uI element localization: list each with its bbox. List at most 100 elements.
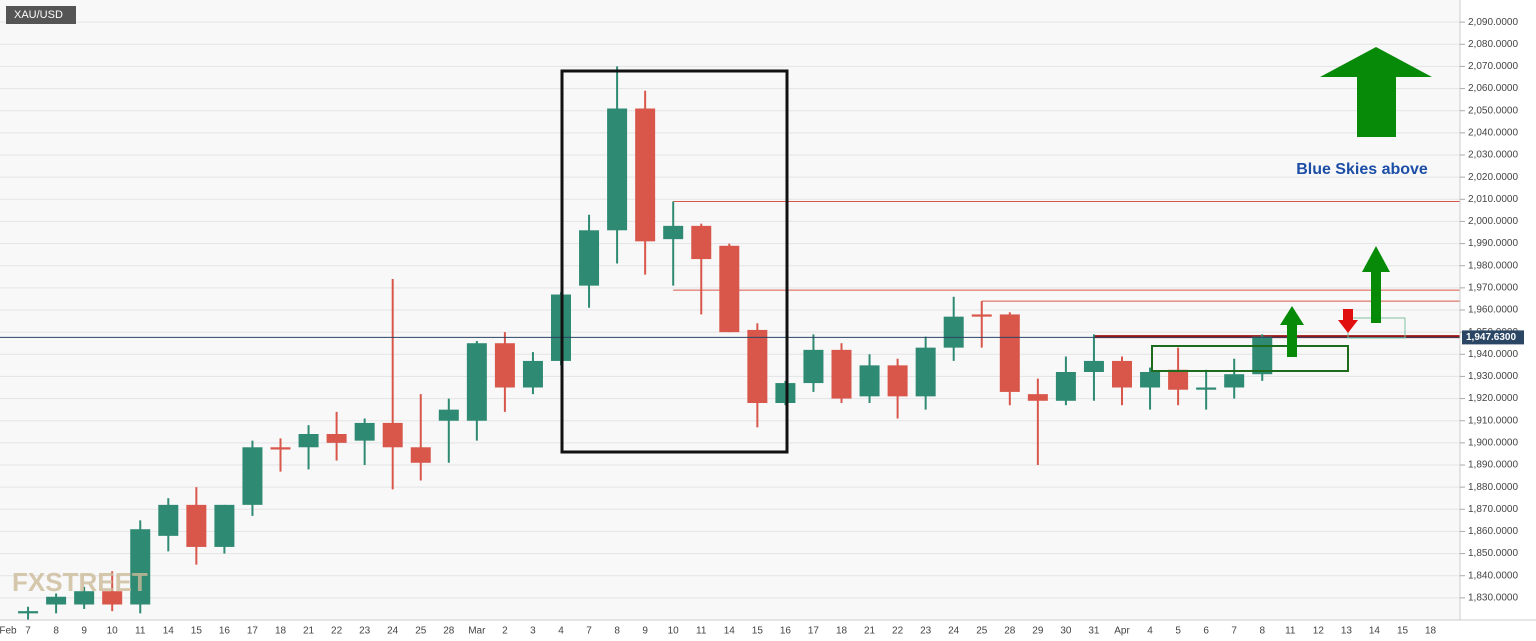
- candle-body: [803, 349, 824, 384]
- candle-body: [999, 314, 1020, 392]
- x-tick-label: 25: [415, 626, 427, 637]
- last-price-badge: [1462, 330, 1524, 345]
- y-tick-label: 2,000.0000: [1468, 216, 1518, 227]
- y-tick-label: 1,970.0000: [1468, 282, 1518, 293]
- candle-body: [859, 365, 880, 397]
- candle-body: [382, 422, 403, 448]
- x-tick-label: 18: [1425, 626, 1437, 637]
- candle-body: [186, 504, 207, 547]
- candle-body: [1252, 336, 1273, 375]
- y-tick-label: 1,990.0000: [1468, 238, 1518, 249]
- x-tick-label: 15: [752, 626, 764, 637]
- y-tick-label: 2,050.0000: [1468, 105, 1518, 116]
- y-tick-label: 2,030.0000: [1468, 150, 1518, 161]
- x-tick-label: 31: [1088, 626, 1100, 637]
- candle-body: [607, 108, 628, 231]
- x-tick-label: 29: [1032, 626, 1044, 637]
- candle-body: [298, 434, 319, 448]
- candle-body: [691, 225, 712, 260]
- candle-body: [747, 329, 768, 403]
- x-tick-label: 4: [558, 626, 564, 637]
- x-tick-label: 14: [1369, 626, 1381, 637]
- candle-body: [326, 434, 347, 443]
- x-tick-label: 18: [275, 626, 287, 637]
- x-tick-label: 5: [1175, 626, 1181, 637]
- x-tick-label: 9: [81, 626, 87, 637]
- candle-body: [1112, 360, 1132, 388]
- symbol-badge: [6, 6, 76, 24]
- highlight-box: [560, 69, 789, 454]
- y-tick-label: 2,070.0000: [1468, 61, 1518, 72]
- candle-body: [494, 343, 515, 388]
- x-tick-label: 3: [530, 626, 536, 637]
- x-tick-label: 16: [780, 626, 792, 637]
- candle-body: [270, 447, 291, 450]
- candle-body: [18, 611, 39, 614]
- annotation: Blue Skies above: [1296, 161, 1428, 178]
- arrow-down: [1338, 309, 1358, 333]
- candle-body: [635, 108, 656, 242]
- x-tick-label: 10: [668, 626, 680, 637]
- candle-body: [74, 591, 95, 605]
- x-tick-label: 24: [948, 626, 960, 637]
- x-tick-label: 2: [502, 626, 508, 637]
- x-tick-label: 8: [1259, 626, 1265, 637]
- y-tick-label: 2,040.0000: [1468, 127, 1518, 138]
- candle-body: [242, 447, 263, 505]
- candle-body: [1196, 387, 1217, 390]
- y-tick-label: 1,920.0000: [1468, 393, 1518, 404]
- y-tick-label: 2,020.0000: [1468, 172, 1518, 183]
- candle-body: [130, 529, 151, 605]
- y-tick-label: 2,090.0000: [1468, 17, 1518, 28]
- candle-body: [354, 422, 375, 441]
- last-price-label: 1,947.6300: [1466, 332, 1516, 343]
- candle-body: [915, 347, 936, 397]
- x-tick-label: 14: [163, 626, 175, 637]
- candle-body: [214, 504, 235, 547]
- y-tick-label: 1,910.0000: [1468, 415, 1518, 426]
- y-tick-label: 1,830.0000: [1468, 592, 1518, 603]
- x-tick-label: 30: [1060, 626, 1072, 637]
- y-tick-label: 1,840.0000: [1468, 570, 1518, 581]
- x-tick-label: 7: [586, 626, 592, 637]
- x-tick-label: 12: [1313, 626, 1325, 637]
- y-tick-label: 2,060.0000: [1468, 83, 1518, 94]
- y-tick-label: 1,900.0000: [1468, 437, 1518, 448]
- x-tick-label: Feb: [0, 626, 17, 637]
- x-tick-label: 14: [724, 626, 736, 637]
- y-tick-label: 1,960.0000: [1468, 305, 1518, 316]
- x-tick-label: 6: [1203, 626, 1209, 637]
- candle-body: [1083, 360, 1104, 372]
- candle-body: [719, 245, 740, 333]
- candle-body: [466, 343, 487, 421]
- x-tick-label: 21: [864, 626, 876, 637]
- y-tick-label: 1,930.0000: [1468, 371, 1518, 382]
- x-tick-label: 16: [219, 626, 231, 637]
- candle-body: [971, 314, 992, 317]
- x-tick-label: 8: [614, 626, 620, 637]
- candle-body: [1055, 372, 1076, 401]
- candle-body: [663, 225, 684, 240]
- x-tick-label: 7: [1231, 626, 1237, 637]
- x-tick-label: 28: [443, 626, 455, 637]
- x-tick-label: 21: [303, 626, 315, 637]
- x-tick-label: 28: [1004, 626, 1016, 637]
- x-tick-label: Apr: [1114, 626, 1130, 637]
- x-tick-label: 8: [53, 626, 59, 637]
- x-tick-label: 22: [331, 626, 343, 637]
- x-tick-label: 11: [696, 626, 707, 637]
- candle-body: [1027, 394, 1048, 401]
- candle-body: [158, 504, 179, 536]
- y-tick-label: 1,940.0000: [1468, 349, 1518, 360]
- y-tick-label: 1,890.0000: [1468, 460, 1518, 471]
- x-tick-label: 10: [107, 626, 119, 637]
- candle-body: [943, 316, 964, 348]
- x-tick-label: 24: [387, 626, 399, 637]
- candle-body: [522, 360, 543, 388]
- arrow-up: [1280, 306, 1304, 357]
- y-tick-label: 1,880.0000: [1468, 482, 1518, 493]
- x-tick-label: 11: [135, 626, 146, 637]
- candle-body: [1140, 372, 1161, 388]
- x-tick-label: 7: [25, 626, 31, 637]
- arrow-up: [1320, 47, 1432, 137]
